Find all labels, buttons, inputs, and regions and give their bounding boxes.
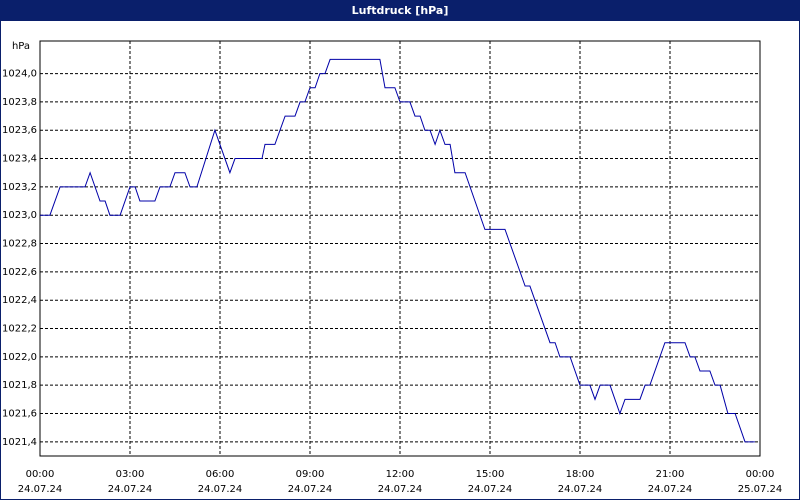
x-tick-label: 06:00 [206,469,235,480]
y-tick-label: 1022,0 [2,352,37,363]
x-tick-date: 24.07.24 [198,484,243,495]
x-tick-label: 15:00 [476,469,505,480]
y-tick-label: 1022,6 [2,267,37,278]
x-tick-label: 18:00 [566,469,595,480]
chart-title: Luftdruck [hPa] [1,1,799,21]
y-tick-label: 1023,2 [2,182,37,193]
data-line [40,58,755,443]
x-tick-date: 24.07.24 [558,484,603,495]
x-tick-label: 09:00 [296,469,325,480]
x-tick-date: 24.07.24 [108,484,153,495]
y-tick-label: 1022,4 [2,295,37,306]
y-tick-label: 1021,4 [2,437,37,448]
y-tick-label: 1023,0 [2,210,37,221]
y-tick-label: 1022,2 [2,324,37,335]
y-tick-label: 1021,8 [2,380,37,391]
y-tick-label: 1023,8 [2,97,37,108]
x-tick-label: 00:00 [26,469,55,480]
x-tick-date: 24.07.24 [378,484,423,495]
y-tick-label: 1023,6 [2,125,37,136]
x-tick-date: 24.07.24 [648,484,693,495]
x-tick-label: 12:00 [386,469,415,480]
y-unit: hPa [12,41,30,52]
y-tick-label: 1021,6 [2,409,37,420]
x-tick-label: 21:00 [656,469,685,480]
x-tick-label: 00:00 [746,469,775,480]
x-tick-label: 03:00 [116,469,145,480]
x-tick-date: 24.07.24 [288,484,333,495]
x-tick-date: 24.07.24 [18,484,63,495]
y-tick-label: 1024,0 [2,69,37,80]
x-tick-date: 25.07.24 [738,484,783,495]
chart: hPa 1021,4 1021,6 1021,8 1022,0 1022,2 1022,4… [2,40,783,495]
y-tick-label: 1022,8 [2,239,37,250]
x-tick-date: 24.07.24 [468,484,513,495]
y-tick-label: 1023,4 [2,154,37,165]
